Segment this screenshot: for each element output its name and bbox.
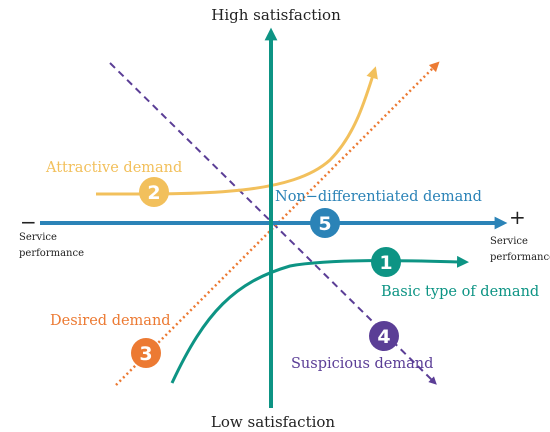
badge-2: 2: [139, 177, 169, 207]
suspicious-demand-label: Suspicious demand: [291, 356, 433, 372]
attractive-demand-label: Attractive demand: [45, 160, 182, 176]
badge-4: 4: [369, 321, 399, 351]
badge-4-number: 4: [377, 326, 390, 348]
badge-2-number: 2: [147, 182, 160, 204]
attractive-demand-curve: [95, 66, 378, 196]
basic-demand-curve: [170, 255, 469, 384]
badge-5-number: 5: [318, 213, 331, 235]
desired-demand-label: Desired demand: [50, 313, 171, 329]
badge-3: 3: [131, 338, 161, 368]
high-satisfaction-label: High satisfaction: [211, 6, 341, 24]
minus-sign: −: [20, 210, 37, 234]
badge-3-number: 3: [139, 343, 152, 365]
basic-demand-label: Basic type of demand: [381, 284, 539, 300]
low-satisfaction-label: Low satisfaction: [211, 413, 336, 431]
left-performance-label: performance: [19, 248, 84, 259]
badge-1-number: 1: [379, 252, 392, 274]
left-service-label: Service: [19, 232, 57, 243]
right-performance-label: performance: [490, 252, 550, 263]
non-differentiated-demand-label: Non−differentiated demand: [275, 189, 482, 205]
badge-1: 1: [371, 247, 401, 277]
right-service-label: Service: [490, 236, 528, 247]
plus-sign: +: [509, 205, 526, 229]
badge-5: 5: [310, 208, 340, 238]
